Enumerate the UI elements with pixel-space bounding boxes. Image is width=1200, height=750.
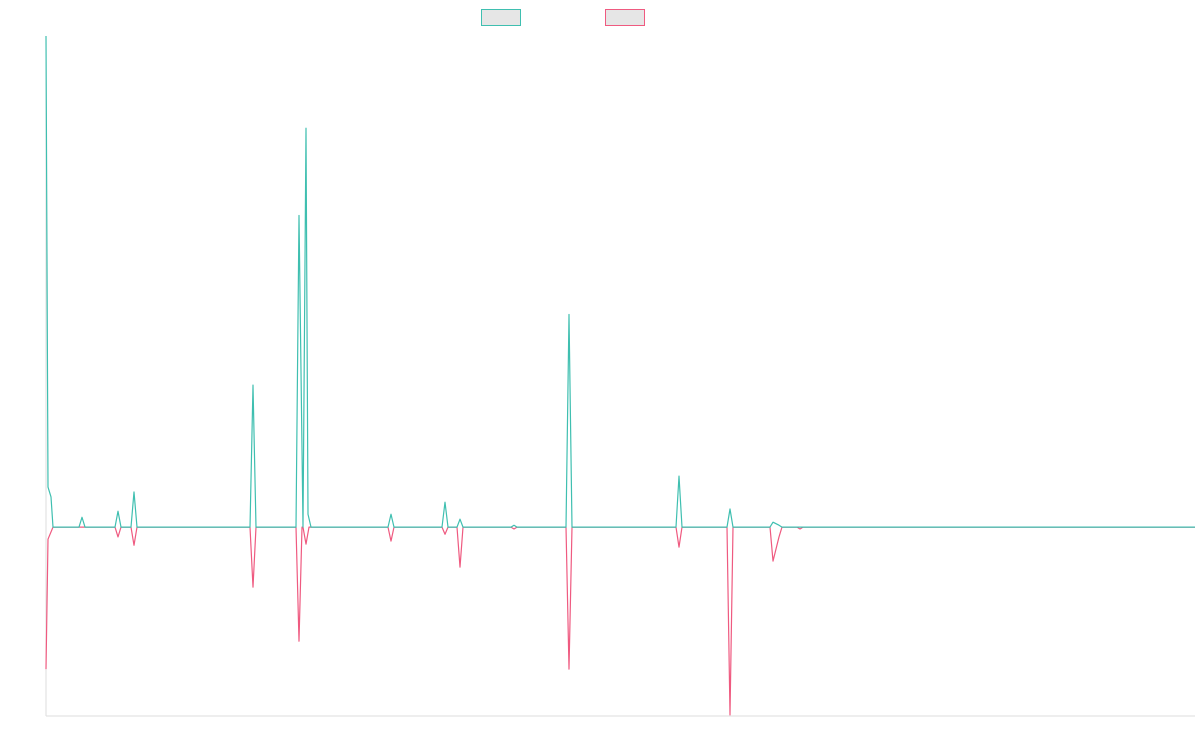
legend-swatch xyxy=(605,9,645,26)
legend-swatch xyxy=(481,9,521,26)
series-line xyxy=(45,35,1195,528)
series-line xyxy=(45,526,1195,716)
